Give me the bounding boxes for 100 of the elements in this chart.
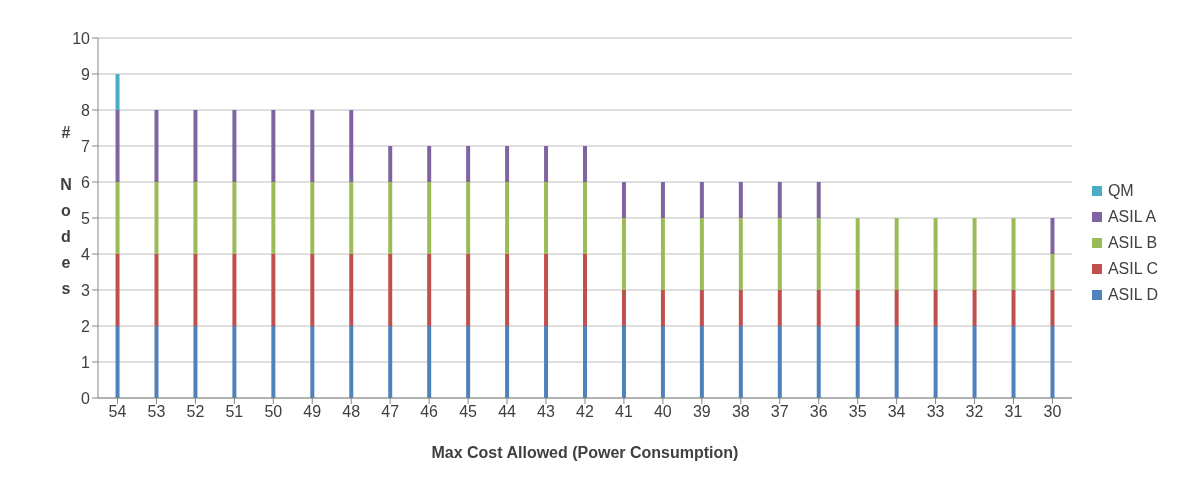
bar xyxy=(544,182,549,254)
bar xyxy=(505,182,510,254)
x-tick-label: 39 xyxy=(692,403,711,421)
bar xyxy=(388,326,393,398)
bar xyxy=(505,254,510,326)
bar xyxy=(1050,254,1055,290)
bar xyxy=(738,218,743,290)
bar xyxy=(660,182,665,218)
bar xyxy=(972,290,977,326)
bar xyxy=(271,326,276,398)
x-tick-label: 51 xyxy=(225,403,244,421)
y-tick-label: 8 xyxy=(81,101,91,119)
y-tick-label: 6 xyxy=(81,173,91,191)
bar xyxy=(894,218,899,290)
bar xyxy=(777,290,782,326)
x-tick-label: 49 xyxy=(303,403,322,421)
y-tick-label: 5 xyxy=(81,209,91,227)
bar xyxy=(232,326,237,398)
x-tick-label: 37 xyxy=(770,403,789,421)
x-tick-label: 33 xyxy=(926,403,945,421)
bar xyxy=(738,326,743,398)
legend-label: QM xyxy=(1107,182,1134,200)
x-axis-title: Max Cost Allowed (Power Consumption) xyxy=(431,444,739,461)
x-tick-label: 43 xyxy=(537,403,555,421)
bar xyxy=(699,326,704,398)
bar xyxy=(816,182,821,218)
x-tick-label: 53 xyxy=(147,403,166,421)
bar xyxy=(583,182,588,254)
bar xyxy=(738,182,743,218)
x-tick-label: 34 xyxy=(887,403,906,421)
x-tick-label: 38 xyxy=(731,403,750,421)
bar xyxy=(349,110,354,182)
bar xyxy=(855,218,860,290)
x-tick-label: 52 xyxy=(186,403,205,421)
x-tick-label: 50 xyxy=(264,403,283,421)
y-tick-label: 3 xyxy=(81,281,91,299)
x-tick-label: 45 xyxy=(459,403,478,421)
bar xyxy=(271,254,276,326)
bar xyxy=(699,290,704,326)
bar xyxy=(699,218,704,290)
bar xyxy=(544,326,549,398)
bar xyxy=(621,326,626,398)
bar xyxy=(271,110,276,182)
bar xyxy=(427,254,432,326)
bar xyxy=(505,326,510,398)
bar xyxy=(933,326,938,398)
bar xyxy=(1011,290,1016,326)
bar xyxy=(621,290,626,326)
bar xyxy=(115,74,120,110)
bar xyxy=(466,146,471,182)
bar xyxy=(972,326,977,398)
y-tick-label: 2 xyxy=(81,317,91,335)
x-tick-label: 47 xyxy=(381,403,400,421)
legend-label: ASIL D xyxy=(1107,286,1158,304)
y-tick-label: 0 xyxy=(81,389,91,407)
bar xyxy=(310,182,315,254)
bar xyxy=(583,254,588,326)
bar xyxy=(505,146,510,182)
bar xyxy=(544,254,549,326)
bar xyxy=(738,290,743,326)
bar xyxy=(816,326,821,398)
bar xyxy=(349,326,354,398)
bar xyxy=(777,182,782,218)
bar xyxy=(154,326,159,398)
bar xyxy=(933,218,938,290)
legend-label: ASIL B xyxy=(1107,234,1158,252)
bar xyxy=(660,218,665,290)
x-tick-label: 44 xyxy=(498,403,517,421)
bar xyxy=(349,254,354,326)
bar xyxy=(1050,326,1055,398)
x-tick-label: 40 xyxy=(653,403,672,421)
bar xyxy=(193,254,198,326)
bar xyxy=(232,110,237,182)
bar xyxy=(816,290,821,326)
bar xyxy=(621,218,626,290)
bar xyxy=(349,182,354,254)
bar xyxy=(466,254,471,326)
bar xyxy=(583,146,588,182)
bar xyxy=(855,326,860,398)
x-tick-label: 46 xyxy=(420,403,439,421)
bar xyxy=(1050,290,1055,326)
bar xyxy=(310,110,315,182)
bar xyxy=(894,326,899,398)
bar xyxy=(777,326,782,398)
bar xyxy=(1011,218,1016,290)
bar xyxy=(777,218,782,290)
y-tick-label: 1 xyxy=(81,353,91,371)
bar xyxy=(154,110,159,182)
bar xyxy=(310,326,315,398)
y-tick-label: 9 xyxy=(81,65,91,83)
bar xyxy=(232,182,237,254)
bar xyxy=(544,146,549,182)
bar xyxy=(193,326,198,398)
bar xyxy=(388,146,393,182)
y-tick-label: 10 xyxy=(72,29,91,47)
x-tick-label: 36 xyxy=(809,403,828,421)
y-tick-label: 7 xyxy=(81,137,91,155)
bar xyxy=(699,182,704,218)
x-tick-label: 54 xyxy=(108,403,127,421)
bar xyxy=(310,254,315,326)
